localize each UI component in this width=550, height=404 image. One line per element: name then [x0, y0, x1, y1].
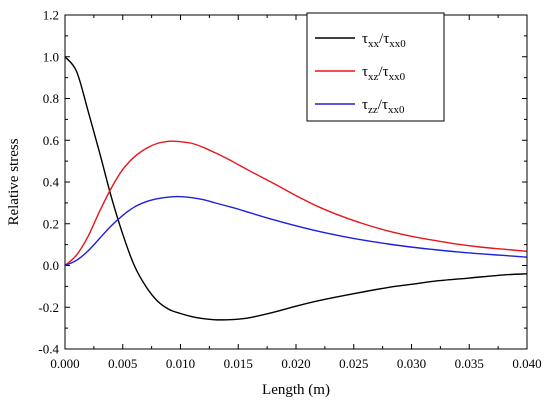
x-tick-label: 0.005: [108, 356, 137, 371]
legend-box: [306, 12, 445, 122]
y-tick-label: 0.8: [43, 91, 59, 106]
legend-label: τxx/τxx0: [362, 31, 406, 50]
x-tick-label: 0.030: [397, 356, 426, 371]
plot-series: [64, 56, 528, 321]
x-tick-label: 0.010: [166, 356, 195, 371]
y-axis-title: Relative stress: [6, 138, 22, 225]
y-tick-label: 0.2: [43, 216, 59, 231]
tau-zz-series-line: [64, 195, 528, 267]
y-tick-label: 0.6: [43, 133, 60, 148]
x-tick-label: 0.025: [339, 356, 368, 371]
y-tick-label: 1.2: [43, 8, 59, 23]
x-axis-title: Length (m): [262, 382, 330, 398]
legend-label: τxz/τxx0: [362, 64, 406, 83]
legend: τxx/τxx0 τxz/τxx0 τzz/τxx0: [306, 12, 445, 122]
x-tick-label: 0.015: [224, 356, 253, 371]
tau-xx-series-line: [64, 56, 528, 321]
legend-item-tau-xx: τxx/τxx0: [315, 31, 406, 50]
y-tick-label: 0.0: [43, 258, 59, 273]
x-tick-label: 0.040: [512, 356, 541, 371]
x-axis-ticks: 0.000 0.005 0.010 0.015 0.020 0.025 0.030 0.035…: [50, 15, 542, 371]
legend-label: τzz/τxx0: [362, 97, 405, 116]
x-tick-label: 0.035: [455, 356, 484, 371]
legend-item-tau-zz: τzz/τxx0: [315, 97, 405, 116]
y-tick-label: 1.0: [43, 49, 59, 64]
x-tick-label: 0.020: [281, 356, 310, 371]
plot-frame: [64, 14, 528, 350]
tau-xz-series-line: [64, 140, 528, 267]
y-tick-label: -0.4: [38, 342, 59, 357]
x-tick-label: 0.000: [50, 356, 79, 371]
y-tick-label: 0.4: [43, 175, 60, 190]
y-tick-label: -0.2: [38, 300, 59, 315]
legend-item-tau-xz: τxz/τxx0: [315, 64, 406, 83]
y-axis-ticks: -0.4 -0.2 0.0 0.2 0.4 0.6 0.8 1.0 1.2: [38, 8, 527, 357]
